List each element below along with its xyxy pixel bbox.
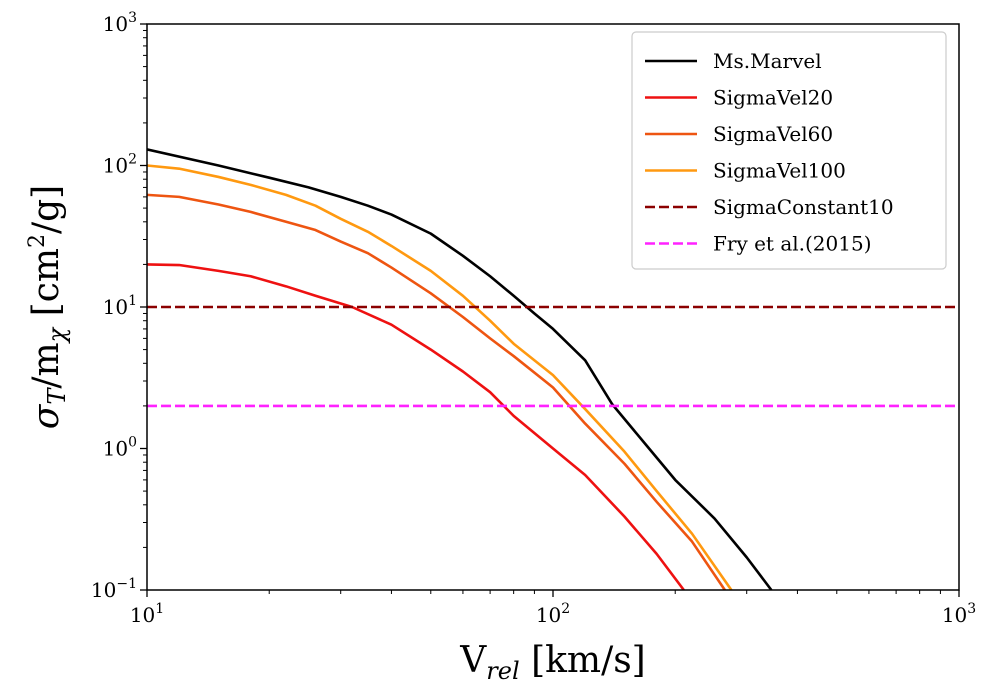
series-line-2 — [147, 193, 726, 590]
legend-label: Fry et al.(2015) — [713, 232, 872, 256]
series-layer — [147, 148, 959, 590]
y-axis-ticks: 10−1 100 101 102 103 — [91, 10, 147, 602]
x-tick-label: 101 — [130, 601, 164, 627]
y-tick-label: 103 — [103, 10, 137, 36]
legend-label: SigmaConstant10 — [713, 195, 894, 219]
x-axis-ticks: 101 102 103 — [130, 590, 976, 627]
x-axis-label: Vrel [km/s] — [459, 640, 645, 685]
series-line-3 — [147, 164, 733, 590]
y-tick-label: 10−1 — [91, 576, 137, 602]
y-axis-label: σT/mχ [cm2/g] — [25, 185, 71, 429]
x-tick-label: 103 — [942, 601, 976, 627]
legend-label: SigmaVel60 — [713, 122, 833, 146]
legend-label: SigmaVel20 — [713, 86, 833, 110]
y-tick-label: 100 — [103, 435, 137, 461]
y-tick-label: 101 — [103, 293, 137, 319]
y-tick-label: 102 — [103, 152, 137, 178]
legend-label: SigmaVel100 — [713, 159, 846, 183]
series-line-1 — [147, 263, 685, 590]
series-line-0 — [147, 148, 773, 590]
x-tick-label: 102 — [536, 601, 570, 627]
legend-box — [631, 31, 947, 270]
legend: Ms.Marvel SigmaVel20 SigmaVel60 SigmaVel100… — [631, 31, 947, 270]
legend-label: Ms.Marvel — [713, 49, 822, 73]
